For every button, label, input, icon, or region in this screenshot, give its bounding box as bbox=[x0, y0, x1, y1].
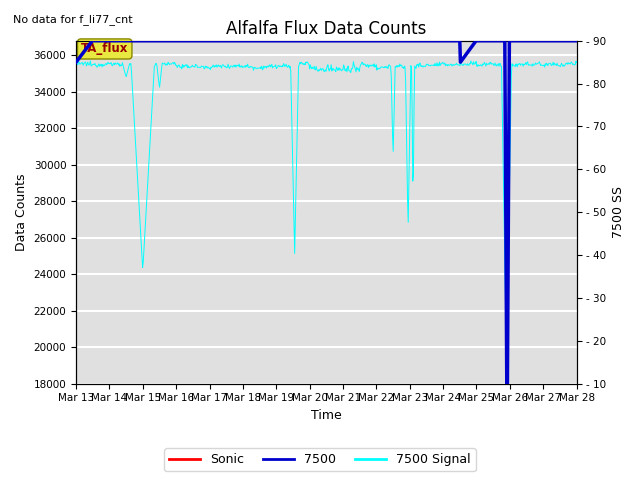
Legend: Sonic, 7500, 7500 Signal: Sonic, 7500, 7500 Signal bbox=[164, 448, 476, 471]
Y-axis label: 7500 SS: 7500 SS bbox=[612, 186, 625, 238]
Title: Alfalfa Flux Data Counts: Alfalfa Flux Data Counts bbox=[226, 20, 426, 38]
X-axis label: Time: Time bbox=[311, 409, 342, 422]
Text: TA_flux: TA_flux bbox=[81, 42, 129, 56]
Y-axis label: Data Counts: Data Counts bbox=[15, 173, 28, 251]
Text: No data for f_li77_cnt: No data for f_li77_cnt bbox=[13, 14, 132, 25]
